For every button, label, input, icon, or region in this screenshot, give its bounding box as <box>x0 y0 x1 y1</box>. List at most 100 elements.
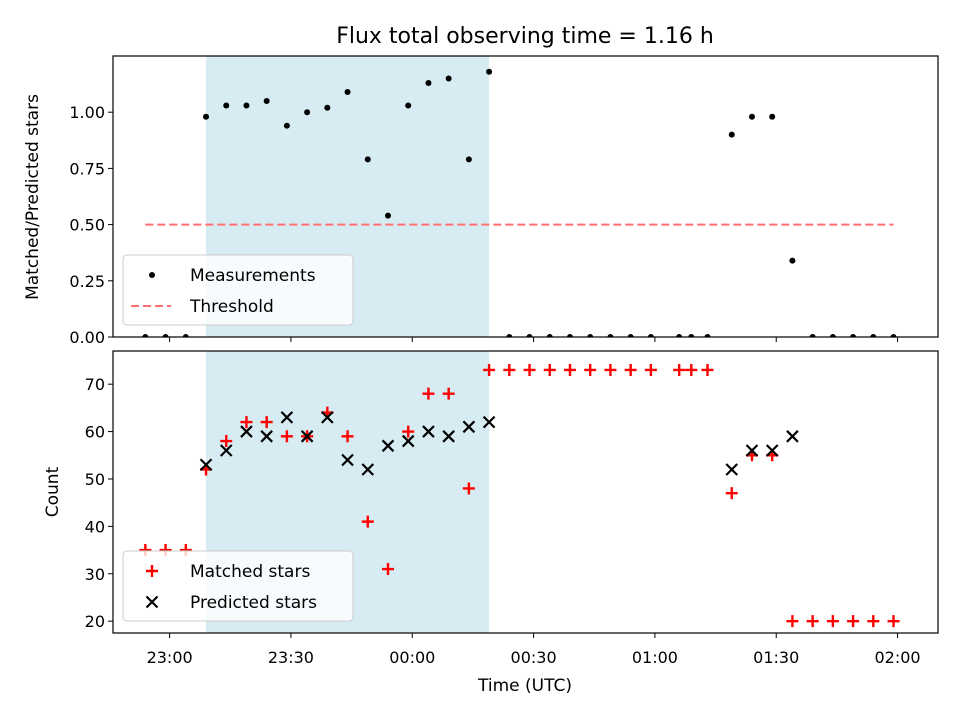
legend-box <box>122 550 354 622</box>
matched-stars-point <box>280 430 293 443</box>
measurements-point <box>506 334 513 337</box>
predicted-stars-point <box>341 453 354 467</box>
count-panel: 20 30 40 50 60 70 Matched stars Predicted stars <box>85 350 939 638</box>
measurements-point <box>405 102 412 109</box>
figure-title: Flux total observing time = 1.16 h <box>336 24 714 49</box>
legend-label: Measurements <box>190 266 316 286</box>
y-tick-label: 0.50 <box>69 216 105 235</box>
measurements-point <box>223 102 230 109</box>
y-axis-label-count: Count <box>43 466 63 517</box>
measurements-point <box>748 113 755 120</box>
matched-stars-point <box>563 363 576 376</box>
predicted-stars-point <box>745 444 759 457</box>
measurements-point <box>688 334 695 337</box>
y-axis-label-ratio: Matched/Predicted stars <box>23 94 43 300</box>
predicted-stars-point <box>401 434 415 448</box>
measurements-point <box>627 334 634 337</box>
ratio-series <box>142 68 897 337</box>
predicted-stars-point <box>786 430 799 443</box>
matched-stars-point <box>673 363 686 376</box>
matched-stars-point <box>361 515 374 528</box>
measurements-point <box>566 334 573 337</box>
measurements-point <box>425 79 432 86</box>
matched-stars-point <box>786 615 799 628</box>
measurements-point <box>850 334 857 337</box>
x-tick-label: 00:00 <box>389 648 435 667</box>
y-tick-label: 0.25 <box>69 272 105 291</box>
predicted-stars-point <box>381 439 395 453</box>
legend-swatch <box>145 595 159 609</box>
legend-swatch <box>149 272 155 278</box>
matched-stars-point <box>240 416 253 429</box>
measurements-point <box>385 212 391 219</box>
legend-swatch <box>146 565 158 577</box>
measurements-point <box>243 102 250 109</box>
measurements-point <box>465 156 472 163</box>
matched-stars-point <box>826 615 839 628</box>
measurements-point <box>344 88 351 95</box>
predicted-stars-point <box>219 444 233 457</box>
y-tick-label: 70 <box>85 375 105 394</box>
measurements-point <box>587 334 594 337</box>
matched-stars-point <box>725 487 738 500</box>
legend-label: Predicted stars <box>190 593 317 613</box>
measurements-point <box>162 334 169 337</box>
y-tick-label: 50 <box>85 470 105 489</box>
measurements-point <box>182 334 189 337</box>
y-tick-label: 40 <box>85 517 105 536</box>
matched-stars-point <box>701 363 714 376</box>
matched-stars-point <box>543 363 556 376</box>
x-tick-label: 01:30 <box>753 648 799 667</box>
measurements-point <box>728 131 735 138</box>
predicted-stars-point <box>442 430 455 443</box>
ratio-legend: Measurements Threshold <box>122 254 354 326</box>
measurements-point <box>870 334 877 337</box>
matched-stars-point <box>442 387 455 400</box>
measurements-point <box>704 334 711 337</box>
measurements-point <box>647 334 654 337</box>
predicted-stars-point <box>765 444 779 457</box>
measurements-point <box>890 334 897 337</box>
measurements-point <box>676 334 683 337</box>
matched-stars-point <box>402 425 415 438</box>
predicted-stars-point <box>240 425 253 438</box>
y-tick-label: 0.75 <box>69 159 105 178</box>
predicted-stars-point <box>280 411 294 424</box>
y-tick-label: 60 <box>85 423 105 442</box>
count-series <box>139 363 900 628</box>
matched-stars-point <box>887 615 900 628</box>
measurements-point <box>304 109 311 116</box>
predicted-stars-point <box>361 463 375 476</box>
matched-stars-point <box>806 615 819 628</box>
measurements-point <box>526 334 533 337</box>
y-tick-label: 20 <box>85 612 105 631</box>
x-tick-label: 23:30 <box>268 648 314 667</box>
legend-box <box>122 254 354 326</box>
legend-label: Threshold <box>189 297 274 317</box>
predicted-stars-point <box>321 411 334 424</box>
measurements-point <box>546 334 553 337</box>
matched-stars-point <box>220 435 233 448</box>
predicted-stars-point <box>300 430 314 443</box>
y-tick-label: 1.00 <box>69 103 105 122</box>
predicted-stars-point <box>422 425 435 438</box>
measurements-point <box>607 334 614 337</box>
measurements-point <box>142 334 149 337</box>
count-legend: Matched stars Predicted stars <box>122 550 354 622</box>
matched-stars-point <box>260 416 273 429</box>
measurements-point <box>283 122 290 129</box>
measurements-point <box>486 68 493 75</box>
predicted-stars-point <box>260 430 273 443</box>
matched-stars-point <box>483 363 496 376</box>
matched-stars-point <box>523 363 536 376</box>
x-axis: 23:00 23:30 00:00 00:30 01:00 01:30 02:00 Time… <box>147 648 921 696</box>
matched-stars-point <box>604 363 617 376</box>
y-tick-label: 30 <box>85 565 105 584</box>
legend-label: Matched stars <box>190 562 310 582</box>
x-tick-label: 02:00 <box>875 648 921 667</box>
measurements-point <box>829 334 836 337</box>
y-tick-label: 0.00 <box>69 328 105 347</box>
measurements-point <box>364 156 371 163</box>
x-tick-label: 01:00 <box>632 648 678 667</box>
